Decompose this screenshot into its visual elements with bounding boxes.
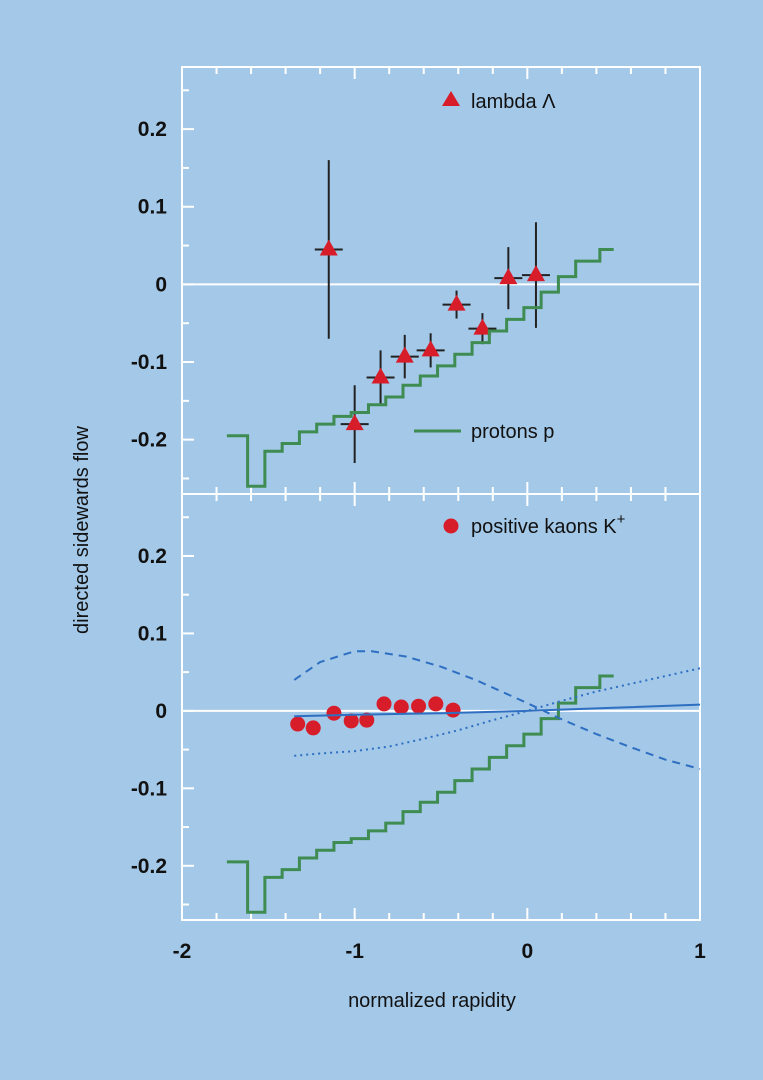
y-tick-label: -0.1 bbox=[131, 777, 168, 800]
kaon-point bbox=[393, 699, 409, 715]
plot-frame bbox=[181, 493, 701, 921]
kaon-point bbox=[376, 696, 392, 712]
kaon-point bbox=[445, 702, 461, 718]
lambda-point bbox=[526, 265, 545, 282]
lambda-point bbox=[319, 239, 338, 256]
legend-kaons-text: positive kaons K bbox=[471, 516, 617, 538]
kaon-point bbox=[290, 716, 306, 732]
y-tick-label: -0.2 bbox=[131, 429, 167, 452]
lambda-point bbox=[499, 268, 518, 285]
x-tick-label: -1 bbox=[345, 940, 364, 963]
x-axis-title: normalized rapidity bbox=[348, 990, 516, 1012]
kaon-point bbox=[326, 705, 342, 721]
kaon-point bbox=[411, 698, 427, 714]
legend-protons: protons p bbox=[414, 421, 554, 443]
circle-icon bbox=[443, 518, 459, 534]
y-tick-label: 0.1 bbox=[138, 196, 168, 219]
legend-kaons-label: positive kaons K+ bbox=[471, 511, 626, 538]
x-tick-label: -2 bbox=[173, 940, 192, 963]
lambda-point bbox=[395, 346, 414, 363]
y-tick-label: 0 bbox=[155, 700, 167, 723]
kaon-point bbox=[428, 696, 444, 712]
x-tick-label: 0 bbox=[521, 940, 533, 963]
y-tick-label: -0.1 bbox=[131, 351, 168, 374]
legend-kaons: positive kaons K+ bbox=[443, 511, 626, 538]
y-axis-title: directed sidewards flow bbox=[71, 426, 93, 634]
y-tick-label: -0.2 bbox=[131, 855, 167, 878]
lambda-point bbox=[447, 294, 466, 311]
y-tick-label: 0.2 bbox=[138, 118, 167, 141]
y-tick-label: 0.1 bbox=[138, 622, 168, 645]
legend-protons-label: protons p bbox=[471, 421, 554, 443]
kaon-point bbox=[343, 713, 359, 729]
legend-lambda: lambda Λ bbox=[442, 91, 556, 113]
kaon-point bbox=[359, 712, 375, 728]
lambda-point bbox=[371, 367, 390, 384]
kaon-point bbox=[305, 720, 321, 736]
panel-kaons: -0.2 -0.1 0 0.1 0.2 -2 -1 0 1 bbox=[131, 493, 706, 963]
proton-step-line bbox=[226, 247, 614, 488]
proton-step-line bbox=[226, 674, 614, 914]
y-tick-label: 0.2 bbox=[138, 545, 167, 568]
lambda-point bbox=[345, 414, 364, 431]
triangle-icon bbox=[442, 91, 460, 106]
lambda-point bbox=[421, 340, 440, 357]
legend-lambda-label: lambda Λ bbox=[471, 91, 556, 113]
y-tick-label: 0 bbox=[155, 273, 167, 296]
x-tick-label: 1 bbox=[694, 940, 706, 963]
legend-kaons-superscript: + bbox=[617, 511, 626, 528]
model-dashed-line bbox=[293, 650, 701, 770]
model-dotted-line bbox=[294, 667, 701, 757]
model-solid-line bbox=[294, 703, 701, 718]
lambda-point bbox=[473, 318, 492, 335]
